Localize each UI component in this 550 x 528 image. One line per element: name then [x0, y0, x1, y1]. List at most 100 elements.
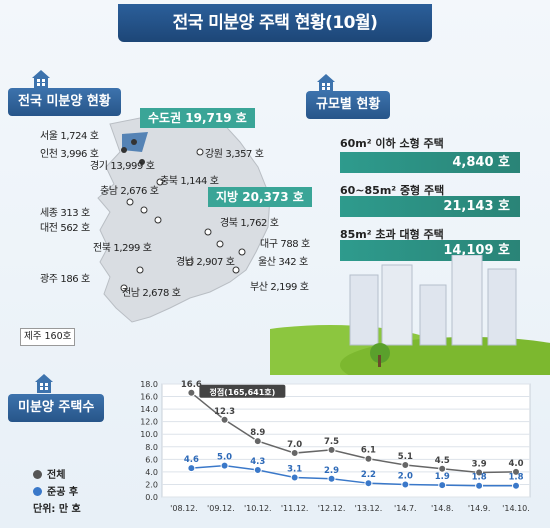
data-point: [438, 464, 447, 473]
data-label: 4.3: [250, 457, 265, 467]
data-point: [512, 481, 520, 490]
x-tick-label: '14.8.: [431, 504, 454, 513]
data-label: 7.5: [324, 437, 339, 447]
legend-unit: 단위: 만 호: [33, 504, 81, 515]
data-point: [220, 461, 229, 470]
y-tick-label: 18.0: [140, 380, 158, 389]
label-gangwon: 강원 3,357 호: [205, 149, 264, 160]
size-large-label: 85m² 초과 대형 주택: [340, 228, 444, 241]
data-point: [401, 460, 410, 469]
y-tick-label: 10.0: [140, 430, 158, 439]
label-seoul: 서울 1,724 호: [40, 131, 99, 142]
local-region-badge: 지방 20,373 호: [208, 187, 312, 207]
label-jeonbuk: 전북 1,299 호: [93, 243, 152, 254]
data-label: 16.6: [181, 380, 202, 390]
x-tick-label: '14.7.: [394, 504, 417, 513]
data-label: 1.9: [435, 472, 450, 482]
data-label: 2.9: [324, 466, 339, 476]
x-tick-label: '11.12.: [281, 504, 309, 513]
data-label: 4.6: [184, 455, 199, 465]
data-label: 5.1: [398, 452, 413, 462]
label-jeju: 제주 160호: [20, 328, 76, 346]
label-gyeonggi: 경기 13,999 호: [90, 161, 155, 172]
x-tick-label: '14.9.: [468, 504, 491, 513]
data-label: 4.5: [435, 456, 450, 466]
legend-completed-marker: [33, 487, 42, 496]
data-point: [438, 481, 447, 490]
label-gyeongnam: 경남 2,907 호: [176, 257, 235, 268]
size-medium-label: 60~85m² 중형 주택: [340, 184, 445, 197]
data-label: 7.0: [287, 440, 302, 450]
data-point: [475, 468, 484, 477]
y-tick-label: 8.0: [145, 443, 158, 452]
x-tick-label: '10.12.: [244, 504, 272, 513]
korea-map: [97, 112, 271, 323]
data-point: [253, 466, 262, 475]
size-medium-value: 21,143 호: [340, 196, 520, 217]
data-point: [364, 479, 373, 488]
data-point: [327, 445, 336, 454]
data-label: 8.9: [250, 428, 265, 438]
data-label: 1.8: [472, 473, 487, 483]
y-tick-label: 14.0: [140, 405, 158, 414]
data-point: [512, 467, 520, 476]
y-tick-label: 16.0: [140, 393, 158, 402]
x-tick-label: '13.12.: [355, 504, 383, 513]
series-line-0: [190, 392, 517, 474]
y-tick-label: 2.0: [145, 480, 158, 489]
data-point: [220, 415, 229, 424]
data-label: 3.1: [287, 465, 302, 475]
x-tick-label: '09.12.: [207, 504, 235, 513]
house-icon: [32, 70, 50, 89]
x-tick-label: '12.12.: [318, 504, 346, 513]
data-label: 12.3: [214, 407, 235, 417]
data-point: [327, 474, 336, 483]
page-title: 전국 미분양 주택 현황(10월): [118, 4, 432, 42]
data-point: [253, 437, 262, 446]
label-daegu: 대구 788 호: [260, 239, 310, 250]
legend-total: 전체: [33, 466, 65, 481]
label-chungbuk: 충북 1,144 호: [160, 176, 219, 187]
house-icon: [317, 74, 335, 93]
series-line-1: [191, 464, 516, 487]
x-tick-label: '08.12.: [170, 504, 198, 513]
plot-area: [161, 383, 531, 498]
data-label: 6.1: [361, 446, 376, 456]
y-tick-label: 6.0: [145, 455, 158, 464]
y-tick-label: 4.0: [145, 468, 158, 477]
house-icon: [35, 374, 53, 393]
label-sejong: 세종 313 호: [40, 208, 90, 219]
label-busan: 부산 2,199 호: [250, 282, 309, 293]
data-label: 2.0: [398, 471, 413, 481]
label-gyeongbuk: 경북 1,762 호: [220, 218, 279, 229]
data-point: [187, 388, 196, 397]
buildings-illustration: [270, 255, 550, 375]
data-label: 3.9: [472, 460, 487, 470]
label-ulsan: 울산 342 호: [258, 257, 308, 268]
size-section-label: 규모별 현황: [306, 91, 391, 119]
map-section-label: 전국 미분양 현황: [8, 88, 121, 116]
label-chungnam: 충남 2,676 호: [100, 186, 159, 197]
data-label: 4.0: [508, 459, 523, 469]
y-tick-label: 0.0: [145, 493, 158, 502]
data-point: [401, 480, 410, 489]
legend-completed: 준공 후: [33, 483, 78, 498]
data-point: [290, 473, 299, 482]
legend-completed-label: 준공 후: [47, 487, 79, 498]
y-tick-label: 12.0: [140, 418, 158, 427]
data-point: [290, 449, 299, 458]
data-point: [475, 481, 484, 490]
data-label: 5.0: [217, 453, 232, 463]
peak-callout-label: 정점(165,641호): [209, 387, 275, 397]
size-small-label: 60m² 이하 소형 주택: [340, 137, 444, 150]
data-point: [187, 464, 196, 473]
line-chart: 18.0 16.0 14.0 12.0 10.0 8.0 6.0 4.0 2.0 0.0 '08.1…: [140, 380, 531, 513]
label-jeonnam: 전남 2,678 호: [122, 288, 181, 299]
peak-callout-box: [199, 384, 286, 398]
chart-section-label: 미분양 주택수: [8, 394, 105, 422]
label-incheon: 인천 3,996 호: [40, 149, 99, 160]
size-small-value: 4,840 호: [340, 152, 520, 173]
legend-total-marker: [33, 470, 42, 479]
x-tick-label: '14.10.: [502, 504, 530, 513]
